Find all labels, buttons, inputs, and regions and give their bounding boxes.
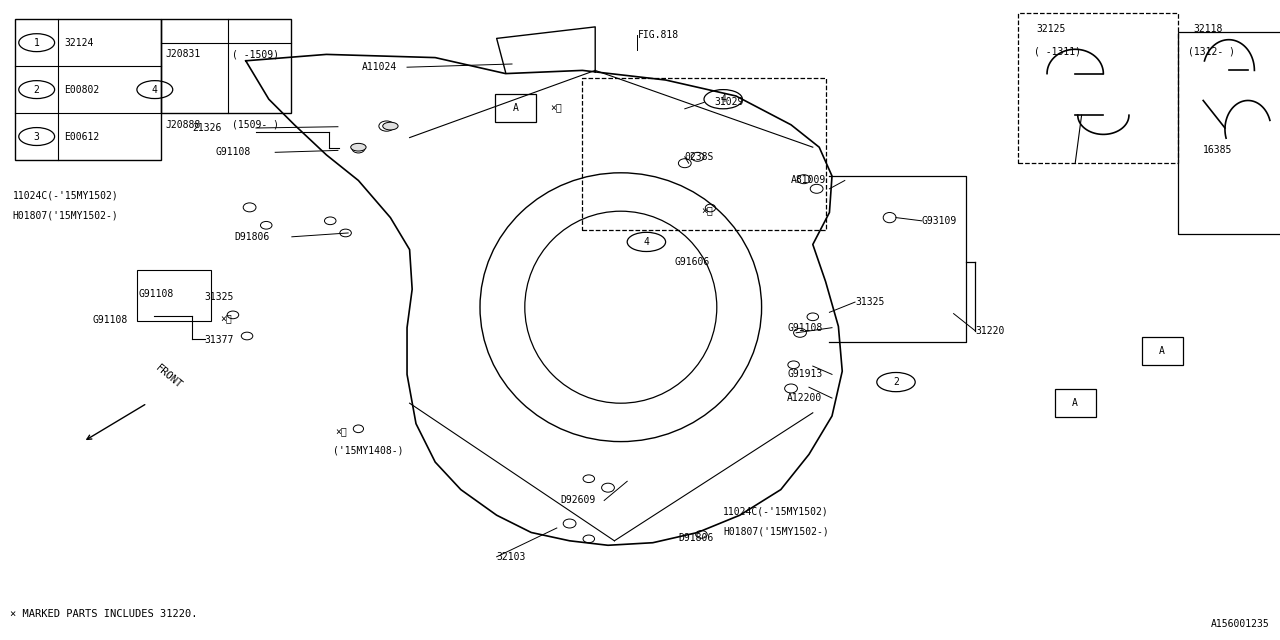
Bar	[582, 78, 826, 230]
Text: G93109: G93109	[922, 216, 957, 226]
Text: ('15MY1408-): ('15MY1408-)	[333, 445, 403, 456]
Bar	[1055, 389, 1096, 417]
Text: × MARKED PARTS INCLUDES 31220.: × MARKED PARTS INCLUDES 31220.	[10, 609, 197, 620]
Text: 32103: 32103	[497, 552, 526, 562]
Bar	[495, 94, 536, 122]
Text: ×③: ×③	[335, 426, 347, 436]
Bar	[1142, 337, 1183, 365]
Text: 21326: 21326	[192, 123, 221, 133]
Text: G91606: G91606	[675, 257, 710, 268]
Text: 32124: 32124	[64, 38, 93, 47]
Text: 4: 4	[644, 237, 649, 247]
Text: D91806: D91806	[234, 232, 270, 242]
Text: A: A	[513, 103, 518, 113]
Circle shape	[351, 143, 366, 151]
Text: J20888: J20888	[165, 120, 200, 130]
Text: E00612: E00612	[64, 132, 100, 141]
Text: 0238S: 0238S	[685, 152, 714, 162]
Text: 31325: 31325	[205, 292, 234, 302]
Text: A156001235: A156001235	[1211, 619, 1270, 629]
Text: 16385: 16385	[1203, 145, 1233, 156]
Text: 3: 3	[33, 132, 40, 141]
Text: H01807('15MY1502-): H01807('15MY1502-)	[723, 526, 829, 536]
Text: H01807('15MY1502-): H01807('15MY1502-)	[13, 210, 119, 220]
Text: ×①: ×①	[550, 102, 562, 113]
Bar	[1178, 32, 1280, 234]
Text: A11024: A11024	[362, 62, 398, 72]
Text: E00802: E00802	[64, 84, 100, 95]
Text: 31377: 31377	[205, 335, 234, 345]
Text: FRONT: FRONT	[154, 363, 184, 390]
Text: G91108: G91108	[138, 289, 174, 300]
Text: A: A	[1073, 398, 1078, 408]
Text: G91108: G91108	[787, 323, 823, 333]
Text: 2: 2	[893, 377, 899, 387]
Text: D92609: D92609	[561, 495, 596, 506]
Text: 11024C(-'15MY1502): 11024C(-'15MY1502)	[13, 191, 119, 201]
Text: ×②: ×②	[220, 313, 232, 323]
Text: 4: 4	[721, 94, 726, 104]
Text: 32118: 32118	[1193, 24, 1222, 34]
Text: 4: 4	[152, 84, 157, 95]
Text: ×③: ×③	[701, 205, 713, 215]
Bar	[15, 19, 161, 160]
Text: (1312- ): (1312- )	[1188, 46, 1235, 56]
Text: A81009: A81009	[791, 175, 827, 186]
Circle shape	[383, 122, 398, 130]
Text: 31325: 31325	[855, 297, 884, 307]
Text: A12200: A12200	[787, 393, 823, 403]
Text: 11024C(-'15MY1502): 11024C(-'15MY1502)	[723, 507, 829, 517]
Text: ( -1311): ( -1311)	[1034, 46, 1082, 56]
Text: (1509- ): (1509- )	[232, 120, 279, 130]
Text: 31220: 31220	[975, 326, 1005, 336]
Text: 32125: 32125	[1037, 24, 1066, 34]
Text: D91806: D91806	[678, 532, 714, 543]
Text: G91108: G91108	[215, 147, 251, 157]
Bar	[137, 270, 211, 321]
Text: 31029: 31029	[714, 97, 744, 108]
Bar	[1018, 13, 1178, 163]
Bar	[161, 19, 291, 113]
Text: FIG.818: FIG.818	[637, 30, 678, 40]
Text: A: A	[1160, 346, 1165, 356]
Text: 1: 1	[33, 38, 40, 47]
Text: ( -1509): ( -1509)	[232, 49, 279, 60]
Text: G91913: G91913	[787, 369, 823, 380]
Text: 2: 2	[33, 84, 40, 95]
Text: G91108: G91108	[92, 315, 128, 325]
Text: J20831: J20831	[165, 49, 200, 60]
